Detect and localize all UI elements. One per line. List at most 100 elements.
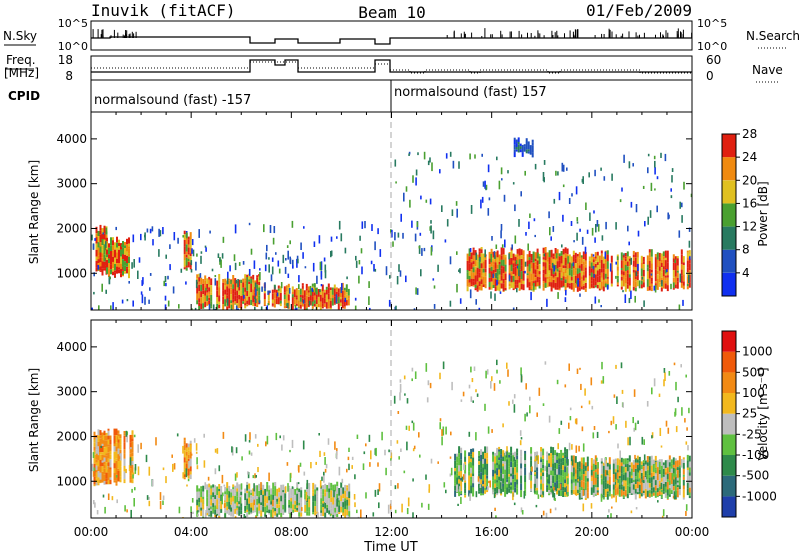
echo-speck [513, 502, 516, 506]
echo-cell [680, 275, 683, 283]
echo-speck [298, 275, 300, 283]
echo-cell [612, 484, 615, 490]
echo-speck [242, 261, 245, 265]
echo-cell [514, 261, 517, 267]
echo-speck [413, 445, 416, 450]
echo-speck [260, 482, 262, 490]
echo-speck [233, 254, 236, 262]
echo-speck [190, 444, 192, 450]
echo-cell [482, 486, 485, 494]
echo-cell [686, 460, 689, 468]
echo-cell [664, 482, 667, 487]
echo-cell [530, 480, 533, 489]
echo-speck [498, 180, 501, 190]
echo-speck [478, 474, 481, 479]
echo-cell [129, 479, 132, 483]
echo-cell [283, 299, 286, 306]
echo-cell [336, 506, 339, 510]
echo-cell [498, 264, 501, 271]
echo-speck [643, 439, 645, 445]
echo-cell [244, 278, 247, 281]
echo-speck [358, 275, 360, 284]
echo-cell [101, 454, 104, 461]
echo-speck [254, 306, 256, 310]
echo-cell [546, 276, 549, 279]
xtick-label: 00:00 [74, 525, 109, 539]
echo-cell [204, 301, 207, 306]
echo-cell [674, 278, 677, 285]
echo-cell [648, 252, 651, 258]
echo-cell [686, 283, 689, 287]
echo-cell [592, 266, 595, 274]
echo-speck [210, 506, 212, 509]
echo-cell [666, 489, 669, 496]
echo-cell [470, 284, 473, 287]
echo-cell [512, 455, 515, 463]
echo-cell [250, 283, 253, 287]
echo-cell [189, 466, 192, 472]
echo-cell [311, 296, 314, 302]
echo-speck [267, 303, 270, 306]
xtick-label: 04:00 [174, 525, 209, 539]
echo-cell [324, 502, 327, 509]
echo-cell [301, 295, 304, 299]
echo-speck [496, 156, 498, 161]
echo-cell [234, 285, 237, 292]
echo-cell [260, 502, 263, 506]
echo-cell [594, 472, 597, 478]
echo-cell [580, 457, 583, 463]
echo-cell [210, 516, 213, 518]
echo-cell [187, 443, 190, 448]
echo-speck [475, 299, 477, 305]
echo-speck [543, 253, 546, 257]
echo-speck [680, 459, 683, 468]
echo-cell [480, 260, 483, 264]
echo-cell [520, 475, 523, 484]
echo-cell [109, 467, 112, 470]
echo-speck [268, 264, 270, 273]
echo-cell [570, 465, 573, 473]
echo-cell [498, 284, 501, 291]
echo-cell [688, 487, 691, 493]
echo-cell [630, 483, 633, 490]
echo-cell [492, 476, 495, 481]
echo-cell [632, 260, 635, 267]
echo-cell [550, 462, 553, 467]
echo-cell [472, 249, 475, 256]
echo-cell [478, 458, 481, 462]
echo-speck [452, 160, 455, 169]
echo-cell [103, 435, 106, 441]
echo-cell [244, 493, 247, 501]
echo-speck [508, 401, 510, 406]
echo-cell [210, 488, 213, 496]
echo-speck [115, 226, 117, 231]
echo-cell [198, 506, 201, 512]
echo-cell [558, 490, 561, 496]
echo-cell [620, 260, 623, 268]
echo-speck [92, 471, 95, 477]
echo-cell [570, 489, 573, 494]
echo-cell [342, 502, 345, 508]
echo-speck [637, 230, 640, 237]
echo-cell [562, 476, 565, 483]
colorbar-tick-label: 24 [742, 150, 757, 164]
echo-cell [218, 301, 221, 305]
echo-cell [297, 307, 300, 309]
echo-speck [248, 222, 251, 226]
echo-cell [298, 504, 301, 513]
echo-cell [598, 275, 601, 283]
echo-cell [119, 479, 122, 483]
echo-cell [566, 461, 569, 466]
echo-cell [504, 466, 507, 470]
echo-cell [210, 301, 213, 307]
echo-speck [575, 418, 578, 425]
echo-speck [615, 275, 617, 279]
echo-cell [512, 253, 515, 261]
echo-cell [336, 493, 339, 499]
echo-cell [558, 488, 561, 491]
echo-cell [578, 478, 581, 482]
echo-cell [482, 268, 485, 273]
echo-speck [361, 221, 364, 229]
echo-cell [248, 483, 251, 489]
echo-cell [542, 281, 545, 284]
